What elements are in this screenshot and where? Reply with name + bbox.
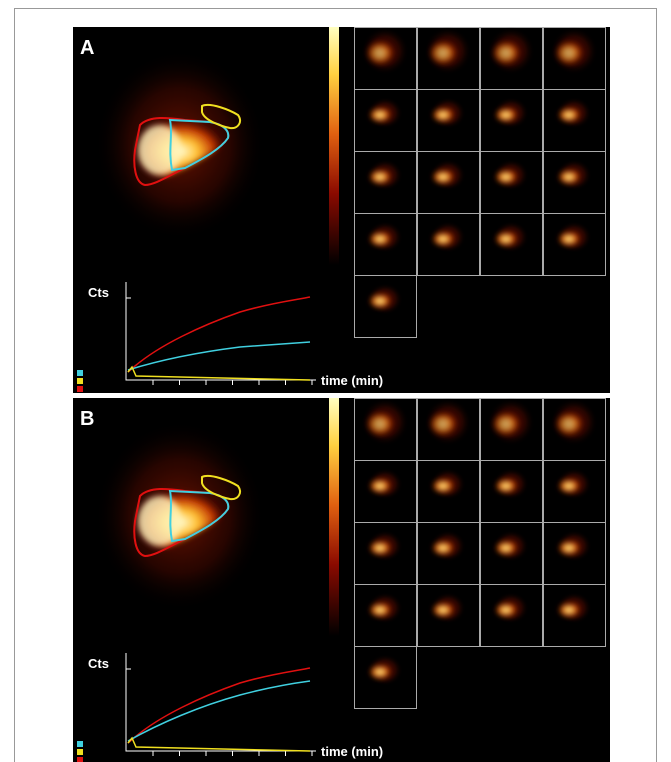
- frame-thumbnail: [418, 214, 480, 276]
- thumbnail-liver: [495, 541, 517, 555]
- frame-thumbnail: [481, 90, 543, 152]
- legend-swatch: [77, 757, 83, 762]
- frame-thumbnail: [544, 214, 606, 276]
- thumbnail-liver: [558, 108, 580, 122]
- thumbnail-liver: [555, 41, 583, 65]
- thumbnail-liver: [369, 232, 391, 246]
- thumbnail-liver: [432, 170, 454, 184]
- panel-label: A: [80, 37, 94, 59]
- thumbnail-liver: [369, 541, 391, 555]
- frame-thumbnail: [355, 90, 417, 152]
- y-axis-label: Cts: [88, 656, 109, 671]
- panel: A Cts time (min): [73, 27, 610, 393]
- legend-swatch: [77, 386, 83, 392]
- color-bar: [329, 398, 339, 636]
- liver-core: [138, 125, 182, 175]
- frame-thumbnail: [355, 461, 417, 523]
- thumbnail-liver: [492, 41, 520, 65]
- frame-thumbnail: [481, 27, 543, 90]
- frame-thumbnail: [544, 523, 606, 585]
- frame-thumbnail: [418, 398, 480, 461]
- thumbnail-liver: [369, 170, 391, 184]
- thumbnail-liver: [555, 412, 583, 436]
- thumbnail-liver: [432, 541, 454, 555]
- x-axis-label: time (min): [321, 744, 383, 759]
- frame-thumbnail: [481, 398, 543, 461]
- frame-thumbnail: [544, 461, 606, 523]
- thumbnail-liver: [495, 108, 517, 122]
- panel-label: B: [80, 408, 94, 430]
- color-bar: [329, 27, 339, 265]
- frame-thumbnail: [544, 90, 606, 152]
- panels: A Cts time (min) B Cts time (min): [73, 27, 610, 762]
- frame-thumbnail: [481, 585, 543, 647]
- figure: A Cts time (min) B Cts time (min): [0, 0, 671, 762]
- thumbnail-liver: [366, 412, 394, 436]
- thumbnail-liver: [558, 170, 580, 184]
- thumbnail-liver: [495, 479, 517, 493]
- frame-thumbnail: [355, 647, 417, 709]
- thumbnail-liver: [492, 412, 520, 436]
- panel: B Cts time (min): [73, 398, 610, 762]
- frame-thumbnail: [544, 27, 606, 90]
- thumbnail-liver: [495, 232, 517, 246]
- frame-thumbnail: [355, 214, 417, 276]
- frame-thumbnail: [418, 461, 480, 523]
- legend-swatch: [77, 378, 83, 384]
- thumbnail-liver: [369, 108, 391, 122]
- frame-thumbnail: [418, 523, 480, 585]
- thumbnail-liver: [432, 108, 454, 122]
- legend-swatch: [77, 370, 83, 376]
- thumbnail-liver: [558, 479, 580, 493]
- thumbnail-liver: [558, 541, 580, 555]
- frame-thumbnail: [544, 585, 606, 647]
- frame-thumbnail: [481, 461, 543, 523]
- frame-thumbnail: [355, 152, 417, 214]
- frame-thumbnail: [355, 523, 417, 585]
- thumbnail-liver: [369, 665, 391, 679]
- liver-core: [138, 496, 182, 546]
- frame-thumbnail: [481, 214, 543, 276]
- thumbnail-liver: [495, 170, 517, 184]
- frame-thumbnail: [544, 398, 606, 461]
- frame-thumbnail: [544, 152, 606, 214]
- legend-swatch: [77, 741, 83, 747]
- frame-thumbnail: [355, 27, 417, 90]
- thumbnail-liver: [432, 232, 454, 246]
- frame-thumbnail: [418, 152, 480, 214]
- thumbnail-liver: [429, 412, 457, 436]
- frame-thumbnail: [355, 585, 417, 647]
- frame-thumbnail: [481, 152, 543, 214]
- frame-thumbnail: [418, 27, 480, 90]
- thumbnail-liver: [432, 479, 454, 493]
- thumbnail-liver: [366, 41, 394, 65]
- frame-thumbnail: [418, 90, 480, 152]
- frame-thumbnail: [418, 585, 480, 647]
- thumbnail-liver: [558, 232, 580, 246]
- legend-swatch: [77, 749, 83, 755]
- x-axis-label: time (min): [321, 373, 383, 388]
- thumbnail-liver: [369, 603, 391, 617]
- thumbnail-liver: [369, 479, 391, 493]
- frame-thumbnail: [481, 523, 543, 585]
- thumbnail-liver: [429, 41, 457, 65]
- frame-thumbnail: [355, 276, 417, 338]
- thumbnail-liver: [432, 603, 454, 617]
- frame-thumbnail: [355, 398, 417, 461]
- y-axis-label: Cts: [88, 285, 109, 300]
- thumbnail-liver: [369, 294, 391, 308]
- thumbnail-liver: [495, 603, 517, 617]
- thumbnail-liver: [558, 603, 580, 617]
